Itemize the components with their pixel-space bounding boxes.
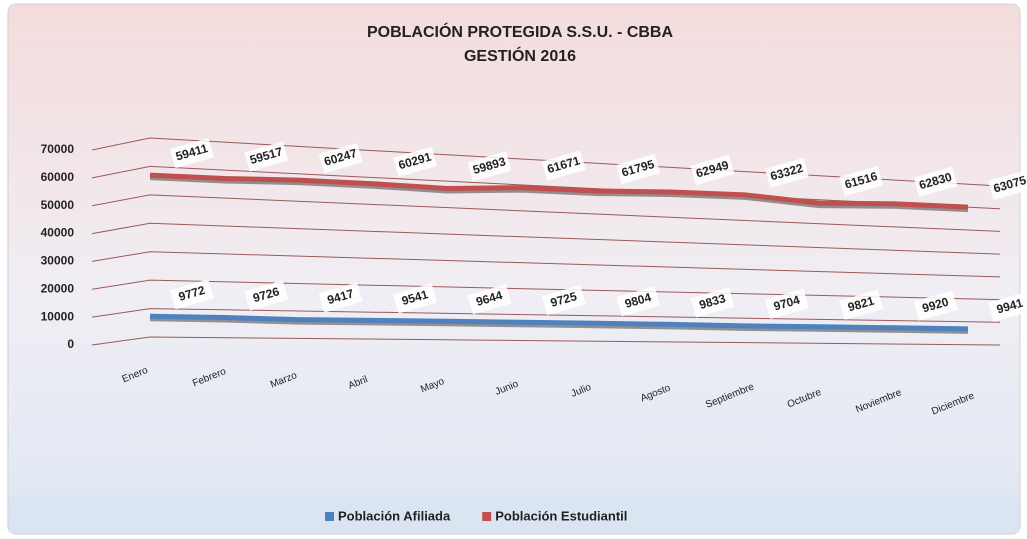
data-label-box bbox=[839, 289, 884, 320]
y-tick-label: 60000 bbox=[41, 170, 75, 184]
data-label: 59411 bbox=[170, 137, 214, 169]
data-label: 9821 bbox=[839, 289, 884, 320]
data-label-box bbox=[913, 166, 958, 197]
data-label-box bbox=[764, 157, 809, 189]
chart-subtitle: GESTIÓN 2016 bbox=[464, 46, 576, 65]
grid-line bbox=[91, 222, 1001, 255]
y-tick-label: 20000 bbox=[41, 281, 75, 295]
data-label: 9726 bbox=[244, 280, 289, 311]
series-line bbox=[149, 172, 969, 210]
data-label-box bbox=[170, 137, 214, 169]
data-label: 9833 bbox=[690, 287, 735, 318]
legend-swatch bbox=[325, 512, 334, 521]
data-label: 9725 bbox=[541, 285, 586, 316]
data-label: 61516 bbox=[839, 165, 884, 197]
grid-line bbox=[91, 251, 1001, 278]
data-label: 61795 bbox=[616, 153, 661, 185]
data-label-box bbox=[244, 280, 289, 311]
data-label: 60291 bbox=[393, 146, 438, 177]
series-shadow bbox=[149, 317, 969, 334]
data-label: 59517 bbox=[244, 141, 289, 172]
data-label: 62949 bbox=[690, 154, 735, 186]
data-label-box bbox=[839, 165, 884, 197]
data-label-box bbox=[467, 151, 512, 182]
data-label-box bbox=[988, 169, 1027, 201]
legend-label: Población Estudiantil bbox=[495, 508, 627, 523]
data-label-box bbox=[318, 143, 363, 174]
data-label: 9920 bbox=[913, 290, 958, 321]
data-label-box bbox=[393, 146, 438, 177]
data-label-box bbox=[170, 279, 214, 310]
grid-line bbox=[91, 194, 1001, 232]
data-label-box bbox=[913, 290, 958, 321]
data-label-box bbox=[988, 291, 1027, 323]
data-label-box bbox=[690, 154, 735, 186]
data-label-box bbox=[616, 153, 661, 185]
data-label: 63075 bbox=[988, 169, 1027, 201]
data-label-box bbox=[393, 283, 438, 314]
chart-title: POBLACIÓN PROTEGIDA S.S.U. - CBBA bbox=[367, 22, 674, 41]
series-shadow bbox=[149, 176, 969, 213]
data-label: 60247 bbox=[318, 143, 363, 174]
data-label: 61671 bbox=[541, 150, 586, 181]
y-tick-label: 0 bbox=[67, 337, 74, 351]
data-label: 9941 bbox=[988, 291, 1027, 323]
y-tick-label: 30000 bbox=[41, 254, 75, 268]
data-label-box bbox=[690, 287, 735, 318]
data-label-box bbox=[318, 282, 363, 313]
data-label: 9417 bbox=[318, 282, 363, 313]
grid-line bbox=[91, 308, 1001, 323]
series-line bbox=[149, 313, 969, 332]
data-label: 9804 bbox=[616, 286, 661, 317]
y-tick-label: 50000 bbox=[41, 198, 75, 212]
data-label: 9644 bbox=[467, 284, 512, 315]
legend-band bbox=[9, 497, 1019, 533]
data-label: 9541 bbox=[393, 283, 438, 314]
data-label-box bbox=[764, 288, 809, 320]
y-tick-label: 10000 bbox=[41, 309, 75, 323]
data-label: 63322 bbox=[764, 157, 809, 189]
data-label: 62830 bbox=[913, 166, 958, 197]
legend-swatch bbox=[482, 512, 492, 521]
grid-line bbox=[91, 336, 1001, 346]
data-label-box bbox=[244, 141, 289, 172]
data-label-box bbox=[616, 286, 661, 317]
data-label: 59893 bbox=[467, 151, 512, 182]
data-label: 9772 bbox=[170, 279, 214, 310]
y-tick-label: 70000 bbox=[41, 142, 75, 156]
data-label-box bbox=[467, 284, 512, 315]
chart-background bbox=[7, 3, 1021, 535]
legend-label: Población Afiliada bbox=[338, 508, 451, 523]
data-label-box bbox=[541, 285, 586, 316]
y-tick-label: 40000 bbox=[41, 226, 75, 240]
data-label-box bbox=[541, 150, 586, 181]
data-label: 9704 bbox=[764, 288, 809, 320]
